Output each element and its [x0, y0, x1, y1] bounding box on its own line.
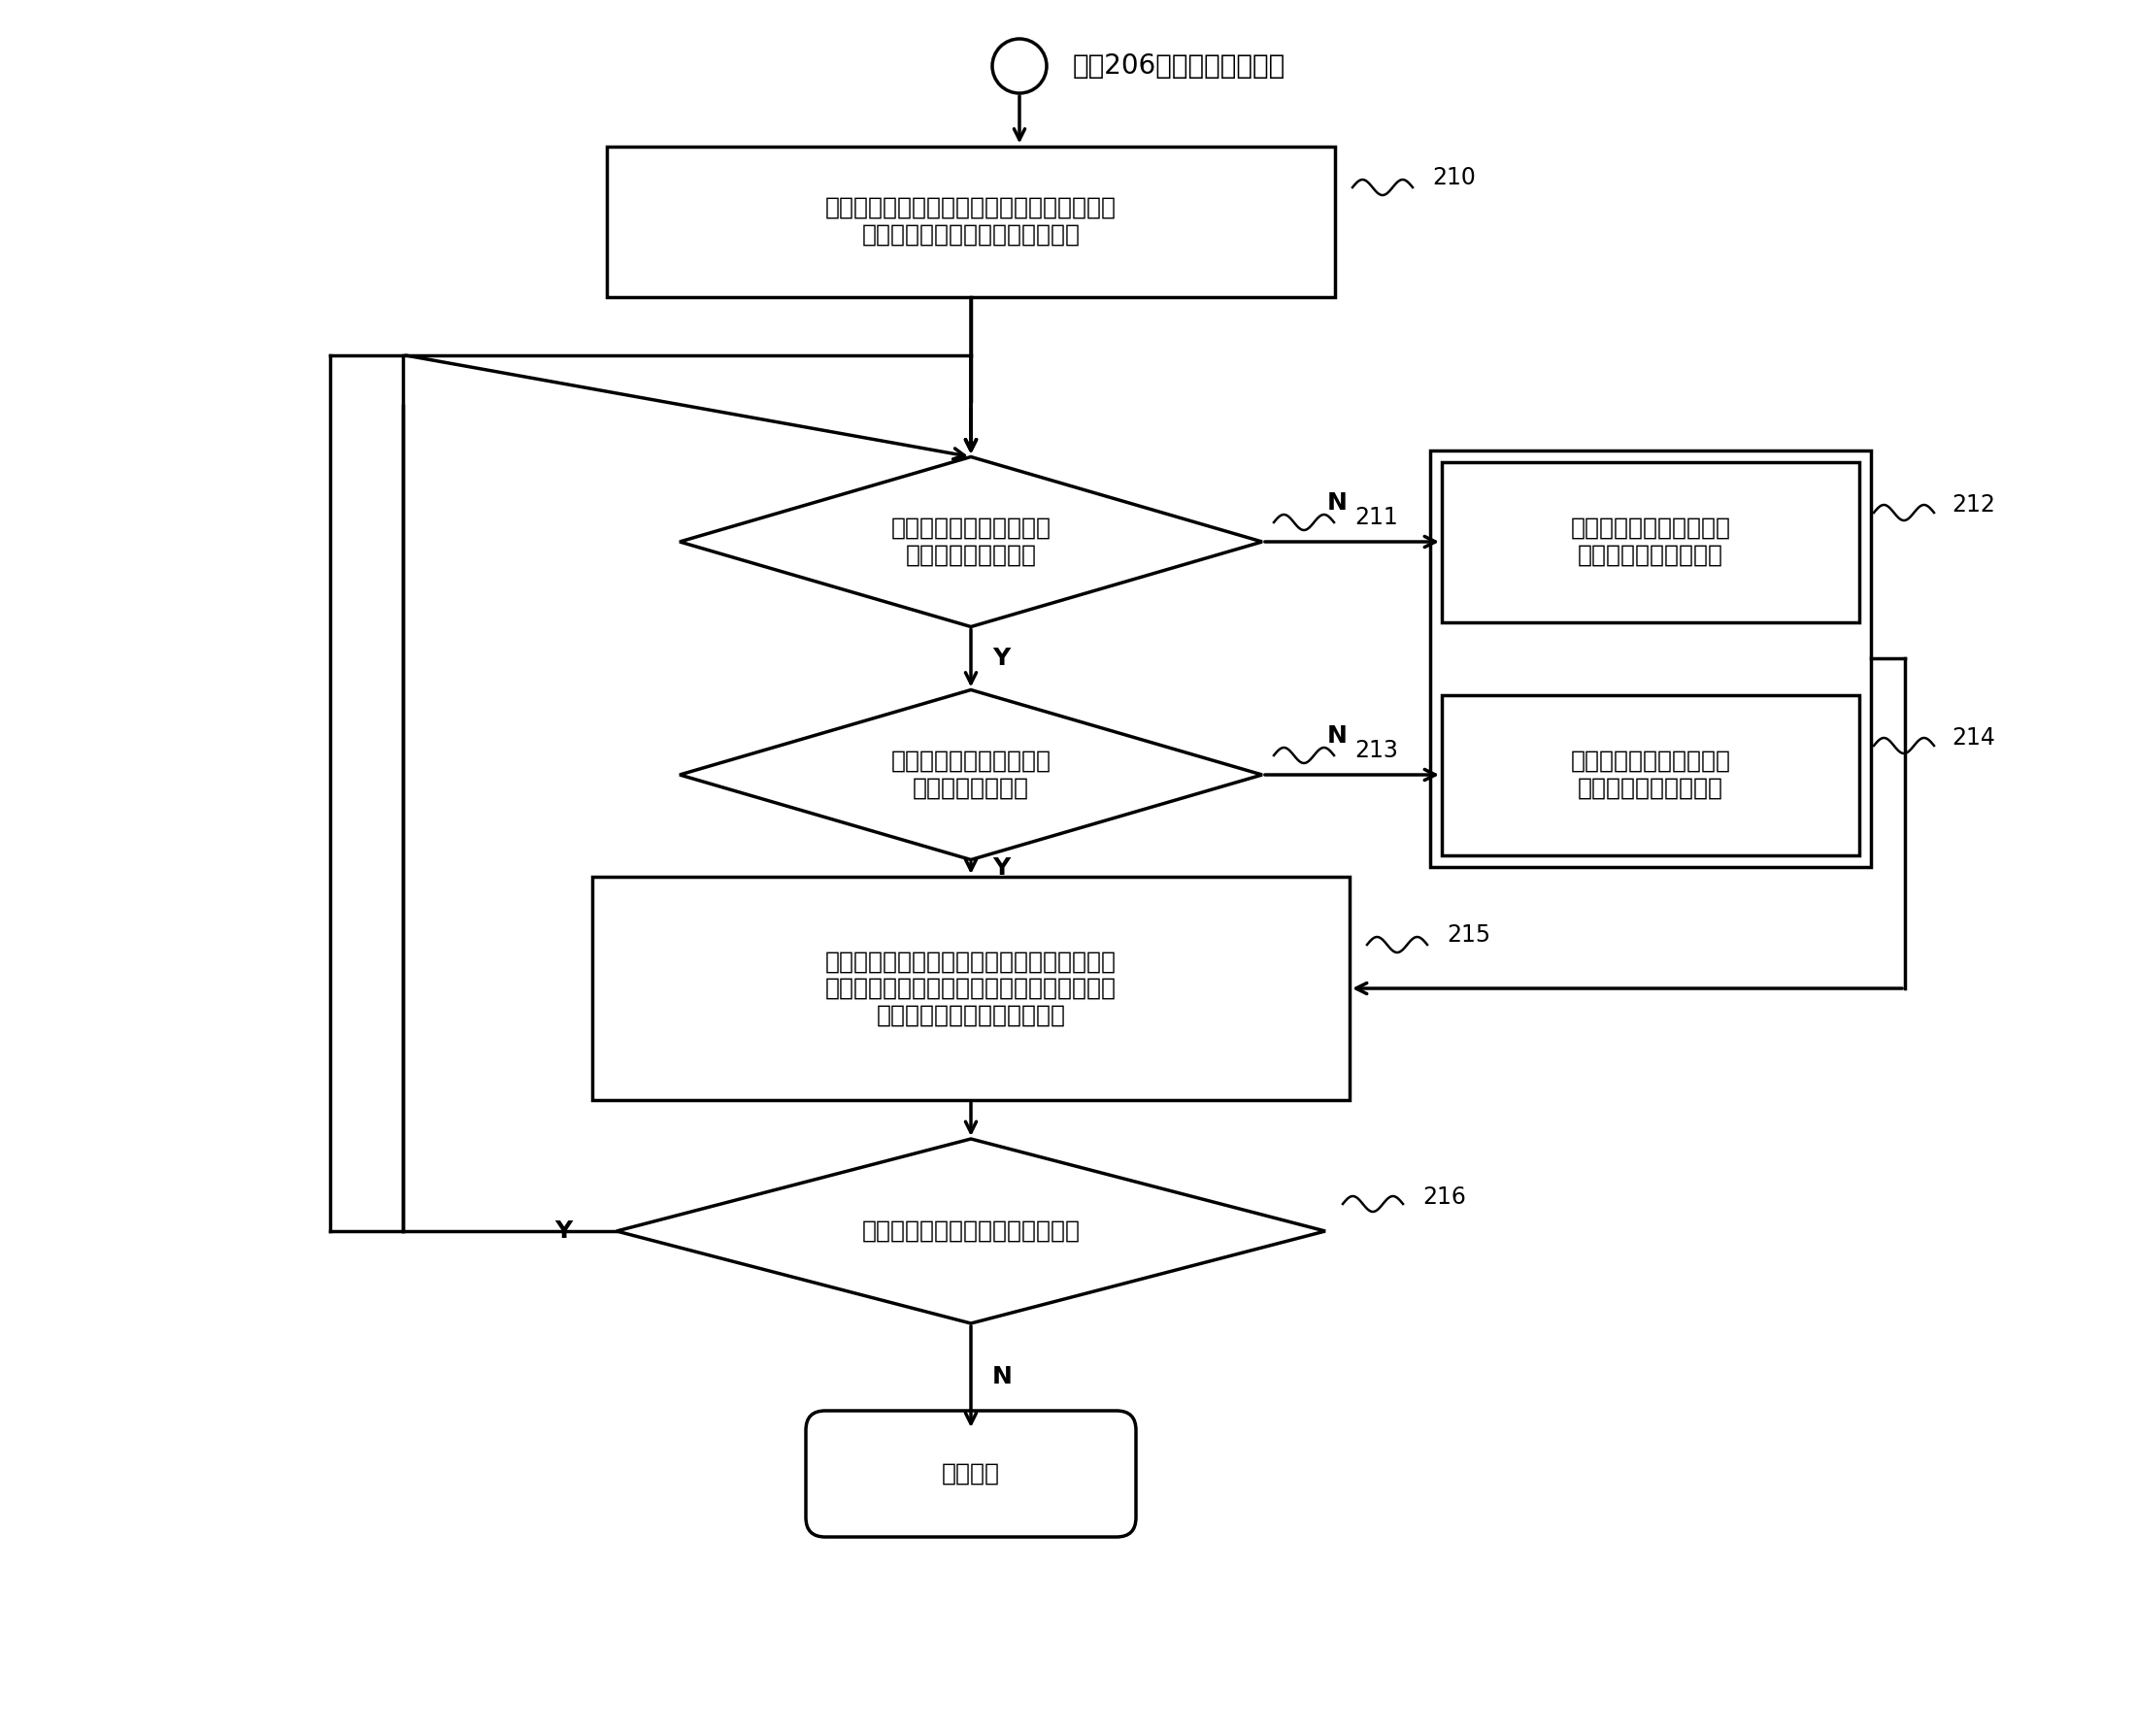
Text: 215: 215 — [1446, 924, 1491, 946]
Text: 212: 212 — [1952, 493, 1995, 517]
Bar — [592, 877, 1350, 1101]
Text: N: N — [1326, 491, 1348, 514]
Text: 213: 213 — [1354, 740, 1397, 762]
Text: 216: 216 — [1423, 1186, 1465, 1208]
FancyBboxPatch shape — [805, 1411, 1136, 1536]
Polygon shape — [679, 457, 1262, 627]
Text: 转发结束: 转发结束 — [942, 1462, 1000, 1486]
Bar — [1431, 450, 1871, 866]
Text: 根据当前查询到的接入点查询对应的接入类型
和封装信息，对用户报文进行相应封装后，从
该接入点对应的接口转发出去: 根据当前查询到的接入点查询对应的接入类型 和封装信息，对用户报文进行相应封装后，… — [824, 950, 1117, 1028]
Text: 放弃以该接入点对应的封
装方式封装报文并转发: 放弃以该接入点对应的封 装方式封装报文并转发 — [1570, 517, 1730, 568]
Bar — [1442, 694, 1858, 854]
Text: 214: 214 — [1952, 726, 1995, 750]
Text: 当前查询到的接入点是否
符合源过滤原则？: 当前查询到的接入点是否 符合源过滤原则？ — [891, 750, 1051, 800]
Text: 当前查询到的接入点是否
符合水平分割原则？: 当前查询到的接入点是否 符合水平分割原则？ — [891, 517, 1051, 568]
Bar — [1442, 462, 1858, 621]
Text: Y: Y — [993, 646, 1010, 670]
Text: Y: Y — [993, 856, 1010, 880]
Bar — [607, 146, 1335, 297]
Polygon shape — [679, 689, 1262, 859]
Text: 211: 211 — [1354, 505, 1397, 529]
Text: N: N — [1326, 724, 1348, 748]
Text: Y: Y — [553, 1219, 572, 1243]
Text: 查询到该广播域内的其它接入点？: 查询到该广播域内的其它接入点？ — [861, 1219, 1081, 1243]
Text: N: N — [993, 1364, 1012, 1389]
Text: 根据报文入接口接入点归属的广播域查询映射
规则表中与该广播域对应的接入点: 根据报文入接口接入点归属的广播域查询映射 规则表中与该广播域对应的接入点 — [824, 196, 1117, 247]
Polygon shape — [617, 1139, 1324, 1323]
Text: 步骤206的判断结果为否时: 步骤206的判断结果为否时 — [1072, 52, 1286, 80]
Text: 210: 210 — [1431, 167, 1476, 189]
Circle shape — [993, 38, 1047, 94]
Text: 放弃以该接入点对应的封
装方式封装报文并转发: 放弃以该接入点对应的封 装方式封装报文并转发 — [1570, 750, 1730, 800]
